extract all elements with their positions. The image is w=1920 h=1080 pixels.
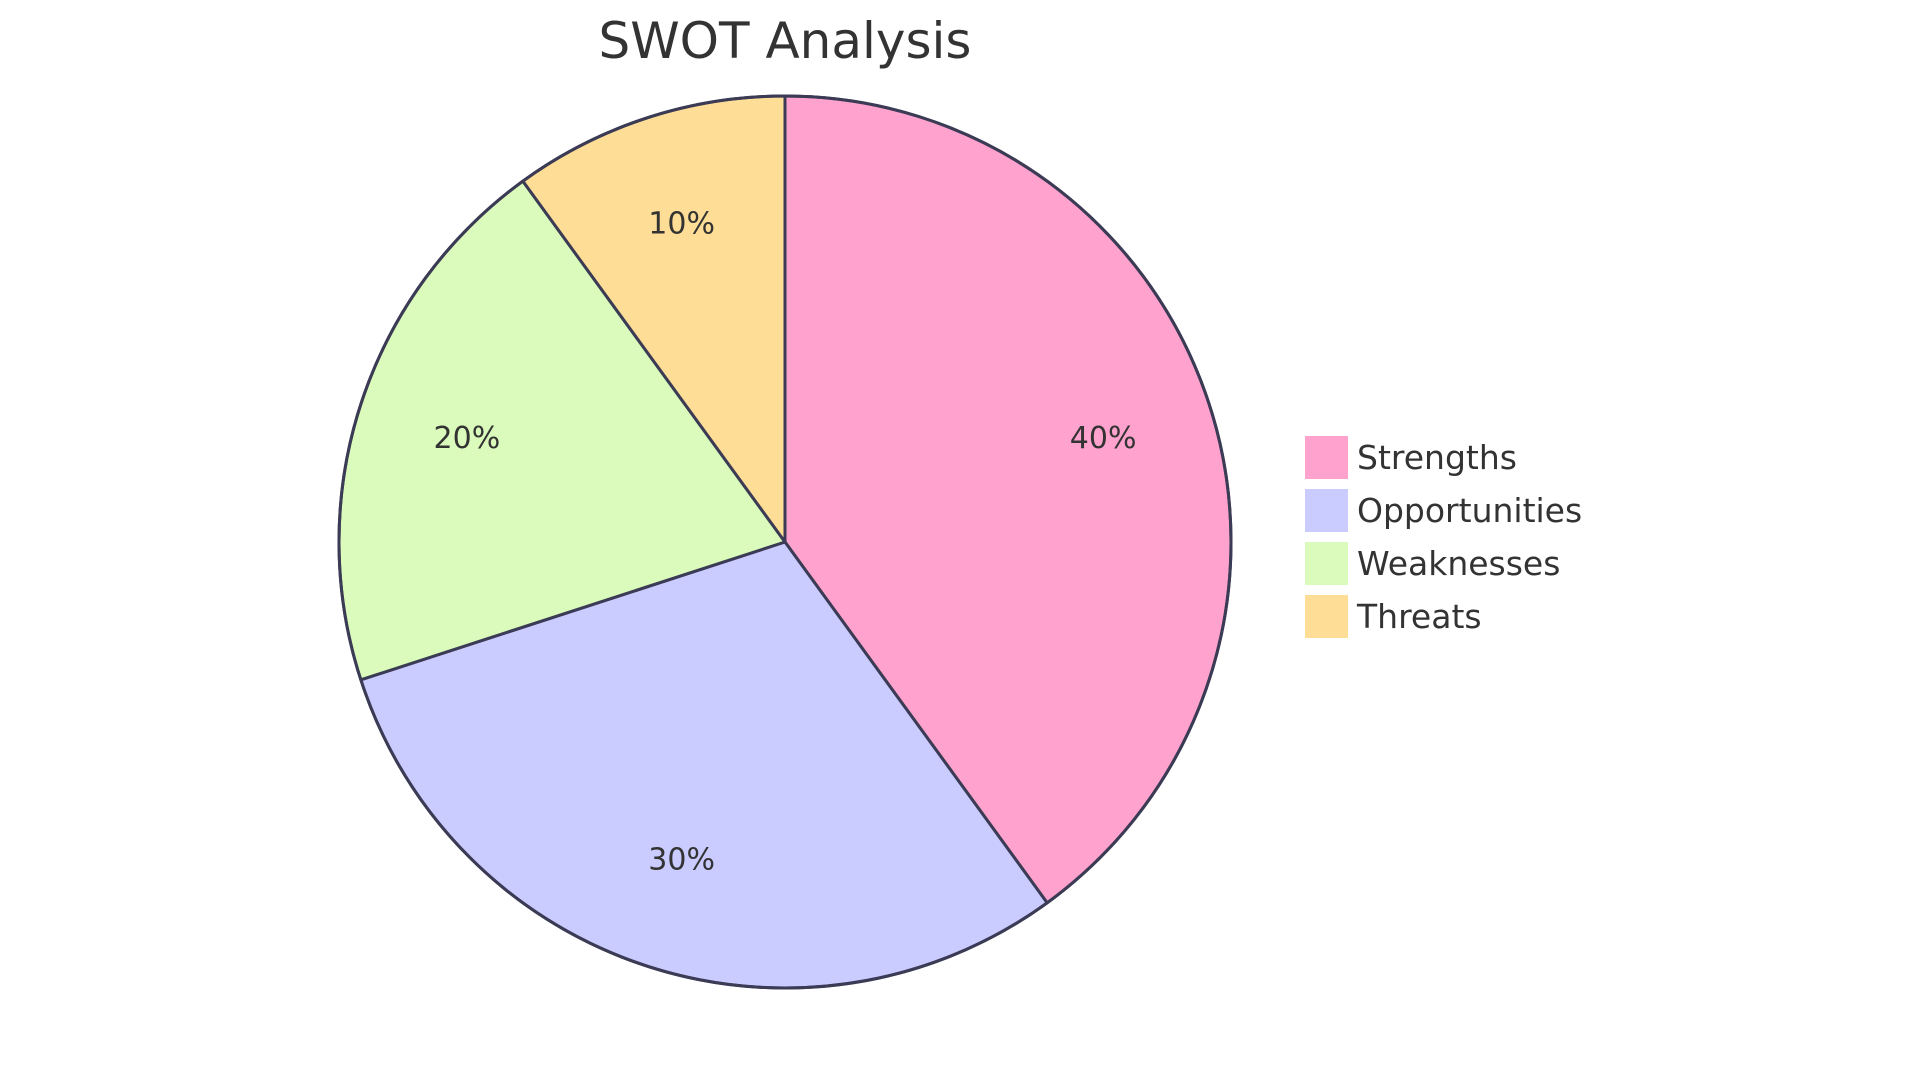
legend-item-opportunities: Opportunities (1305, 489, 1582, 532)
pie-slices (337, 94, 1233, 990)
legend-swatch (1305, 489, 1348, 532)
pie-outline (337, 94, 1233, 990)
legend: Strengths Opportunities Weaknesses Threats (1305, 436, 1582, 638)
legend-swatch (1305, 542, 1348, 585)
legend-item-weaknesses: Weaknesses (1305, 542, 1560, 585)
legend-label: Strengths (1357, 438, 1517, 477)
slice-label-opportunities: 30% (648, 843, 715, 878)
legend-swatch (1305, 595, 1348, 638)
slice-label-strengths: 40% (1070, 421, 1137, 456)
legend-swatch (1305, 436, 1348, 479)
legend-label: Opportunities (1357, 491, 1582, 530)
legend-item-strengths: Strengths (1305, 436, 1517, 479)
pie-slice-labels: 40% 30% 20% 10% (434, 206, 1137, 877)
legend-item-threats: Threats (1305, 595, 1482, 638)
slice-label-threats: 10% (648, 206, 715, 241)
slice-label-weaknesses: 20% (434, 421, 501, 456)
chart-title: SWOT Analysis (599, 12, 972, 70)
legend-label: Threats (1356, 597, 1482, 636)
legend-label: Weaknesses (1357, 544, 1560, 583)
